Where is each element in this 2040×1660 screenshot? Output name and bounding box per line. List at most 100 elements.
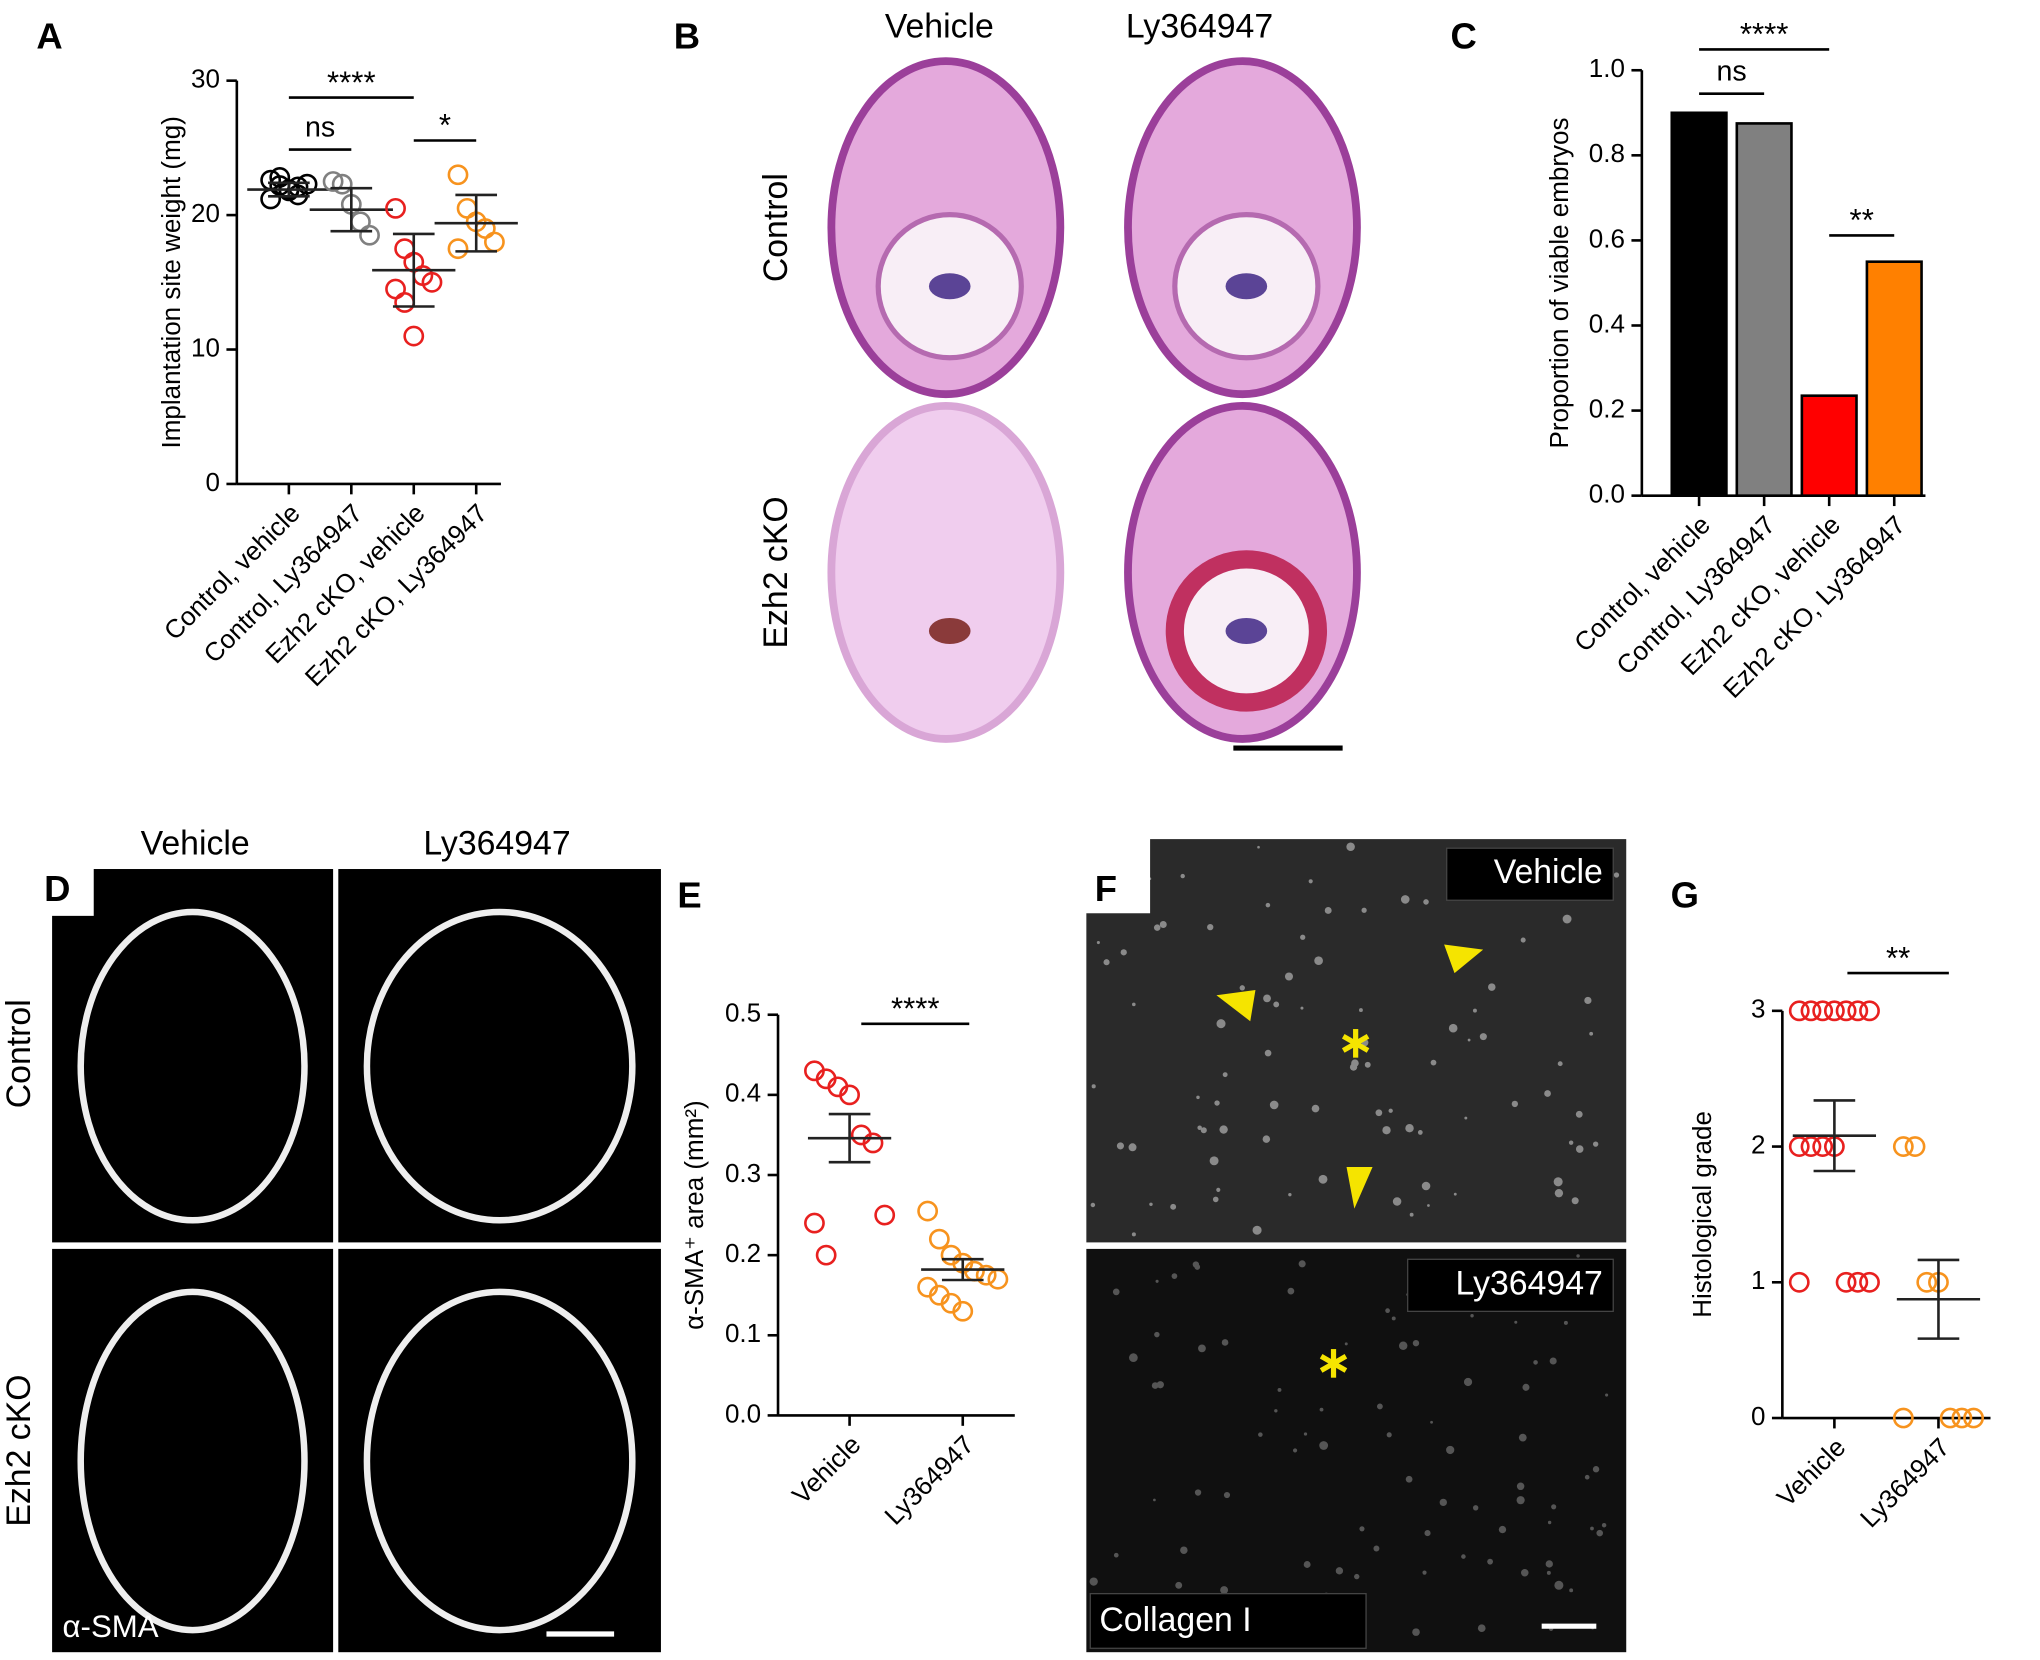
speckle xyxy=(1520,937,1526,943)
tissue-outline xyxy=(363,1288,636,1634)
speckle xyxy=(1129,1353,1138,1363)
data-point xyxy=(1823,1000,1845,1022)
speckle xyxy=(1151,1382,1159,1389)
speckle xyxy=(1516,1496,1525,1505)
data-point xyxy=(1892,1136,1914,1157)
speckle xyxy=(1463,1377,1473,1387)
speckle xyxy=(1601,1522,1607,1528)
data-point xyxy=(1916,1271,1938,1293)
speckle xyxy=(1314,956,1323,966)
image-label: Vehicle xyxy=(1494,853,1603,891)
y-tick-label: 30 xyxy=(191,64,220,94)
data-point xyxy=(1788,1271,1810,1293)
speckle xyxy=(1518,1433,1527,1442)
speckle xyxy=(1192,1261,1200,1268)
data-point xyxy=(394,292,416,313)
speckle xyxy=(1430,1420,1433,1424)
significance-label: ** xyxy=(1850,203,1874,238)
speckle xyxy=(1200,1127,1207,1134)
data-point xyxy=(385,278,406,300)
image-label: Ly364947 xyxy=(1456,1264,1603,1302)
data-point xyxy=(447,164,469,186)
asterisk xyxy=(1319,1353,1348,1373)
significance-label: **** xyxy=(891,991,940,1026)
data-point xyxy=(359,224,380,246)
speckle xyxy=(1421,1181,1431,1191)
row-label: Ezh2 cKO xyxy=(757,496,795,648)
speckle xyxy=(1319,1441,1329,1450)
speckle xyxy=(1364,1061,1371,1068)
data-point xyxy=(1788,1000,1810,1022)
significance-label: **** xyxy=(327,65,376,100)
bar xyxy=(1800,394,1858,497)
speckle xyxy=(1511,1100,1519,1108)
speckle xyxy=(1153,1498,1156,1502)
y-tick-label: 0.1 xyxy=(725,1318,761,1348)
speckle xyxy=(1596,1529,1603,1537)
bar xyxy=(1865,260,1923,497)
speckle xyxy=(1568,1140,1574,1145)
speckle xyxy=(1303,1561,1311,1568)
speckle xyxy=(1154,1331,1160,1338)
speckle xyxy=(1091,1084,1096,1089)
speckle xyxy=(1196,1095,1200,1100)
y-tick-label: 0.8 xyxy=(1589,138,1625,168)
speckle xyxy=(1522,1383,1530,1391)
speckle xyxy=(1575,1110,1583,1118)
speckle xyxy=(1220,1586,1229,1595)
data-point xyxy=(928,1228,950,1250)
micrograph xyxy=(338,1248,661,1653)
speckle xyxy=(1546,1570,1551,1575)
speckle xyxy=(1175,1581,1183,1589)
speckle xyxy=(1520,1568,1529,1577)
bar xyxy=(1735,122,1793,497)
speckle xyxy=(1563,1320,1568,1325)
speckle xyxy=(1584,996,1592,1005)
speckle xyxy=(1385,1308,1390,1314)
speckle xyxy=(1605,1393,1609,1397)
data-point xyxy=(1847,1000,1869,1022)
panel-letter: G xyxy=(1671,874,1699,915)
data-point xyxy=(1812,1000,1834,1022)
speckle xyxy=(1544,1090,1551,1097)
speckle xyxy=(1571,1197,1579,1205)
data-point xyxy=(385,197,406,219)
data-point xyxy=(1963,1407,1984,1429)
speckle xyxy=(1354,1573,1360,1580)
speckle xyxy=(1373,1545,1380,1552)
speckle xyxy=(1262,1135,1271,1143)
speckle xyxy=(1375,1109,1383,1117)
data-point xyxy=(1835,1271,1857,1293)
data-point xyxy=(1892,1407,1914,1429)
speckle xyxy=(1589,1031,1594,1036)
row-label: Control xyxy=(0,999,38,1108)
data-point xyxy=(862,1132,884,1154)
data-point xyxy=(1788,1136,1810,1157)
speckle xyxy=(1239,985,1245,991)
speckle xyxy=(1613,872,1620,878)
speckle xyxy=(1216,1187,1221,1192)
data-point xyxy=(1812,1136,1834,1157)
data-point xyxy=(987,1268,1009,1290)
speckle xyxy=(1516,1482,1525,1491)
speckle xyxy=(1222,1072,1228,1078)
speckle xyxy=(1221,1339,1229,1346)
speckle xyxy=(1300,1006,1304,1010)
speckle xyxy=(1446,1445,1455,1455)
y-axis-label: Histological grade xyxy=(1687,1111,1717,1318)
speckle xyxy=(1488,983,1496,991)
data-point xyxy=(1951,1407,1973,1429)
speckle xyxy=(1096,940,1100,945)
speckle xyxy=(1319,1407,1324,1412)
speckle xyxy=(1557,1061,1563,1067)
speckle xyxy=(1584,1474,1590,1480)
speckle xyxy=(1265,902,1271,908)
speckle xyxy=(1549,1357,1557,1365)
column-label: Ly364947 xyxy=(423,825,570,863)
data-point xyxy=(331,173,353,195)
asterisk xyxy=(1341,1033,1370,1053)
speckle xyxy=(1464,1116,1468,1120)
speckle xyxy=(1388,1108,1393,1113)
speckle xyxy=(1554,1189,1564,1198)
y-tick-label: 20 xyxy=(191,198,220,228)
